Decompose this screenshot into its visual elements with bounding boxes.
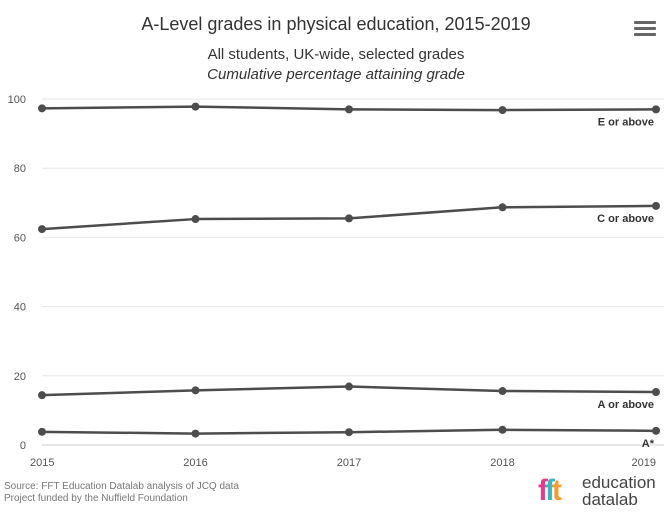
- data-point: [345, 382, 353, 391]
- logo-text: education datalab: [582, 473, 656, 509]
- fft-education-datalab-logo: fft education datalab: [538, 474, 668, 510]
- data-point: [345, 214, 353, 223]
- funding-note: Project funded by the Nuffield Foundatio…: [4, 493, 188, 504]
- x-tick-label: 2015: [30, 457, 54, 469]
- x-tick-label: 2019: [632, 457, 656, 469]
- subtitle-line-1: All students, UK-wide, selected grades: [207, 46, 465, 63]
- x-tick-label: 2018: [490, 457, 514, 469]
- y-tick-label: 100: [8, 94, 26, 106]
- data-point: [191, 429, 200, 438]
- data-point: [652, 201, 660, 210]
- series-label: A or above: [598, 399, 654, 411]
- y-tick-label: 0: [20, 440, 26, 452]
- data-point: [191, 386, 200, 395]
- data-point: [38, 391, 46, 400]
- data-point: [191, 215, 200, 224]
- y-tick-label: 20: [14, 371, 26, 383]
- data-point: [38, 225, 46, 234]
- chart-subtitle: All students, UK-wide, selected grades C…: [0, 45, 672, 85]
- data-point: [498, 106, 507, 115]
- chart-title: A-Level grades in physical education, 20…: [141, 14, 531, 34]
- series-label: A*: [642, 438, 655, 450]
- data-point: [345, 105, 353, 114]
- subtitle-line-2: Cumulative percentage attaining grade: [207, 66, 465, 83]
- data-point: [498, 203, 507, 212]
- source-note: Source: FFT Education Datalab analysis o…: [4, 481, 239, 492]
- x-tick-label: 2016: [183, 457, 207, 469]
- x-tick-label: 2017: [337, 457, 361, 469]
- data-point: [652, 105, 660, 114]
- data-point: [191, 102, 200, 111]
- y-tick-label: 60: [14, 232, 26, 244]
- data-point: [38, 104, 46, 113]
- data-point: [652, 388, 660, 397]
- chart-footer: Source: FFT Education Datalab analysis o…: [4, 481, 239, 505]
- data-point: [38, 427, 46, 436]
- hamburger-menu-icon[interactable]: [634, 21, 656, 41]
- data-point: [652, 426, 660, 435]
- y-tick-label: 80: [14, 163, 26, 175]
- series-label: C or above: [597, 213, 654, 225]
- data-point: [498, 387, 507, 396]
- logo-mark: fft: [538, 474, 562, 507]
- series-label: E or above: [598, 116, 654, 128]
- y-tick-label: 40: [14, 302, 26, 314]
- data-point: [498, 425, 507, 434]
- data-point: [345, 428, 353, 437]
